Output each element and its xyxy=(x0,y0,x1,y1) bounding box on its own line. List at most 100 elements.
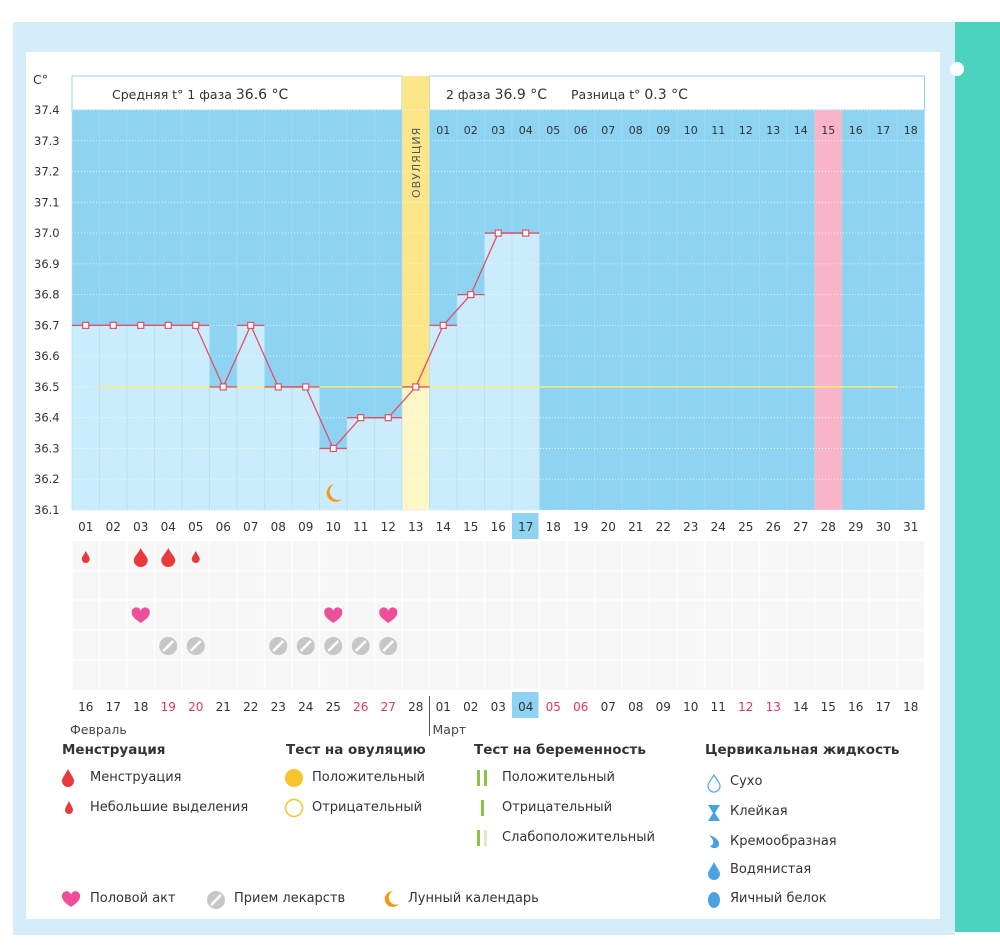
calendar-day-label: 26 xyxy=(353,700,368,714)
calendar-day-label: 05 xyxy=(546,700,561,714)
luteal-day-label: 06 xyxy=(574,124,588,137)
cervical-creamy-icon xyxy=(709,835,720,849)
cycle-day-label: 18 xyxy=(546,520,561,534)
legend-spotting-item: Небольшие выделения xyxy=(90,800,249,815)
cycle-day-label: 04 xyxy=(161,520,176,534)
pill-stripe xyxy=(189,640,202,652)
y-tick-label: 37.2 xyxy=(34,165,60,179)
temp-point xyxy=(82,321,90,329)
calendar-day-label: 22 xyxy=(243,700,258,714)
calendar-day-label: 24 xyxy=(298,700,313,714)
luteal-day-label: 03 xyxy=(491,124,505,137)
panel-dot-icon xyxy=(950,62,964,76)
cycle-day-label: 21 xyxy=(628,520,643,534)
legend-pregnancy-negative: Отрицательный xyxy=(502,800,613,815)
legend-cervical-title: Цервикальная жидкость xyxy=(705,742,900,758)
temp-bar xyxy=(99,325,128,511)
temp-point xyxy=(137,321,145,329)
cycle-day-label: 12 xyxy=(381,520,396,534)
pregnancy-negative-icon xyxy=(481,800,484,816)
month-label-mar: Март xyxy=(433,722,467,737)
pill-stripe xyxy=(327,640,340,652)
cycle-day-label: 28 xyxy=(821,520,836,534)
ovulation-negative-icon xyxy=(284,798,304,818)
luteal-day-label: 11 xyxy=(711,124,725,137)
expected-period-column xyxy=(814,110,842,510)
calendar-day-label: 21 xyxy=(216,700,231,714)
temp-point xyxy=(384,414,392,422)
legend-ovulation-title: Тест на овуляцию xyxy=(286,742,426,758)
y-tick-label: 36.7 xyxy=(34,318,60,332)
temp-bar xyxy=(511,232,540,511)
temp-point xyxy=(192,321,200,329)
calendar-today-highlight xyxy=(512,692,539,718)
ovulation-positive-icon xyxy=(285,769,303,787)
temp-point xyxy=(247,321,255,329)
legend-pregnancy-title: Тест на беременность xyxy=(474,742,646,758)
phase2-stat: 2 фаза 36.9 °C Разница t° 0.3 °C xyxy=(446,87,688,103)
phase2-value: 36.9 °C xyxy=(494,87,547,103)
cycle-day-label: 13 xyxy=(408,520,423,534)
legend-ovulation-positive: Положительный xyxy=(312,770,425,785)
legend-menstruation-title: Менструация xyxy=(62,742,166,758)
y-tick-label: 36.2 xyxy=(34,472,60,486)
calendar-day-label: 08 xyxy=(628,700,643,714)
luteal-day-label: 15 xyxy=(821,124,835,137)
cycle-day-label: 27 xyxy=(793,520,808,534)
pregnancy-weak-icon xyxy=(477,830,487,846)
luteal-day-cell xyxy=(814,112,841,140)
y-unit-label: C° xyxy=(33,72,48,87)
cycle-day-label: 17 xyxy=(518,520,533,534)
legend-pregnancy-positive: Положительный xyxy=(502,770,615,785)
pill-stripe xyxy=(354,640,367,652)
cycle-day-label: 01 xyxy=(78,520,93,534)
current-day-highlight xyxy=(512,513,539,539)
heart-icon xyxy=(379,607,398,623)
temp-bar xyxy=(346,417,375,511)
temp-point xyxy=(357,414,365,422)
phase1-label: Средняя t° 1 фаза xyxy=(112,87,232,102)
cycle-day-label: 23 xyxy=(683,520,698,534)
calendar-day-label: 01 xyxy=(436,700,451,714)
right-side-panel xyxy=(950,22,1000,932)
small-drop-icon xyxy=(191,551,200,563)
temp-point xyxy=(274,383,282,391)
luteal-day-label: 07 xyxy=(601,124,615,137)
cycle-day-label: 08 xyxy=(271,520,286,534)
cervical-eggwhite-icon xyxy=(708,892,720,908)
legend-cervical-eggwhite: Яичный белок xyxy=(730,891,827,906)
legend-pregnancy-weak: Слабоположительный xyxy=(502,830,655,845)
calendar-day-label: 23 xyxy=(271,700,286,714)
luteal-day-label: 01 xyxy=(436,124,450,137)
calendar-day-label: 16 xyxy=(848,700,863,714)
symptom-grid xyxy=(72,541,925,690)
heart-icon xyxy=(61,891,81,907)
heart-icon xyxy=(131,607,150,623)
moon-icon xyxy=(384,890,399,907)
luteal-day-label: 09 xyxy=(656,124,670,137)
blood-drop-icon xyxy=(161,548,176,567)
calendar-day-label: 04 xyxy=(518,700,533,714)
luteal-day-label: 04 xyxy=(519,124,533,137)
blood-drop-icon xyxy=(62,769,74,787)
temp-bar xyxy=(484,232,513,511)
y-tick-label: 36.1 xyxy=(34,503,60,517)
phase2-label: 2 фаза xyxy=(446,87,491,102)
temp-bar xyxy=(374,417,403,511)
calendar-day-label: 20 xyxy=(188,700,203,714)
legend-cervical-watery: Водянистая xyxy=(730,862,812,877)
calendar-day-label: 25 xyxy=(326,700,341,714)
diff-label: Разница t° xyxy=(570,87,641,102)
temp-point xyxy=(164,321,172,329)
diff-value: 0.3 °C xyxy=(644,87,688,103)
temp-bar xyxy=(236,325,265,511)
y-tick-label: 36.8 xyxy=(34,288,60,302)
cycle-day-label: 20 xyxy=(601,520,616,534)
phase2-header-box xyxy=(429,75,925,111)
calendar-day-label: 13 xyxy=(766,700,781,714)
y-tick-label: 36.9 xyxy=(34,257,60,271)
legend-cervical-creamy: Кремообразная xyxy=(730,834,837,849)
temp-bar xyxy=(264,386,293,511)
y-tick-label: 36.4 xyxy=(34,411,60,425)
